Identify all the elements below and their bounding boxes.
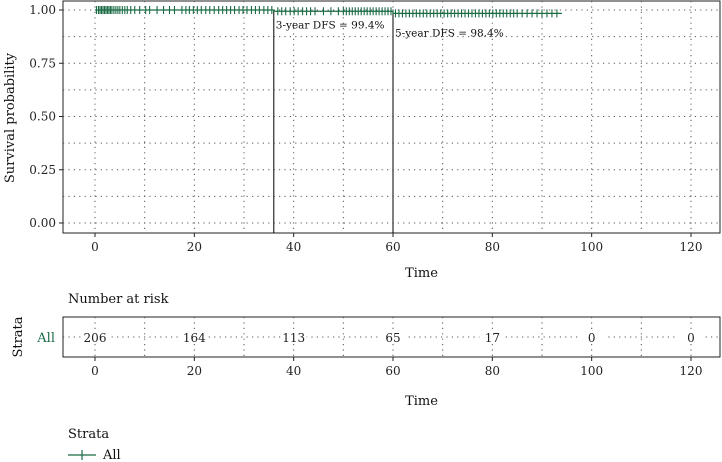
risk-count-bg bbox=[578, 330, 605, 344]
legend-title: Strata bbox=[68, 427, 109, 442]
km-x-tick-label: 80 bbox=[485, 240, 500, 254]
risk-count: 17 bbox=[485, 331, 500, 345]
risk-table-panel: Number at risk 206 164 113 65 17 0 0 0 20 40 60 80… bbox=[11, 292, 721, 409]
km-y-axis: 0.00 0.25 0.50 0.75 1.00 bbox=[29, 3, 63, 230]
risk-table-y-axis-label: Strata bbox=[11, 316, 26, 357]
reference-label: 5-year DFS = 98.4% bbox=[395, 27, 504, 39]
risk-x-tick-label: 20 bbox=[187, 364, 202, 378]
risk-count: 0 bbox=[588, 331, 596, 345]
risk-table-strata-label: All bbox=[36, 331, 55, 346]
legend-items: All bbox=[68, 448, 121, 462]
risk-count: 206 bbox=[84, 331, 107, 345]
risk-count: 65 bbox=[385, 331, 400, 345]
risk-count-bg bbox=[181, 330, 208, 344]
km-y-tick-label: 0.25 bbox=[29, 163, 56, 177]
reference-label: 3-year DFS = 99.4% bbox=[276, 19, 385, 31]
km-x-tick-label: 0 bbox=[91, 240, 99, 254]
risk-table-x-axis-label: Time bbox=[405, 394, 438, 409]
km-x-tick-label: 40 bbox=[286, 240, 301, 254]
legend-item-label: All bbox=[102, 448, 121, 462]
risk-table-x-axis: 0 20 40 60 80 100 120 bbox=[91, 357, 702, 378]
km-plot-frame bbox=[62, 0, 721, 234]
km-series bbox=[95, 6, 562, 18]
risk-x-tick-label: 120 bbox=[680, 364, 703, 378]
survival-curve bbox=[95, 9, 562, 15]
km-x-axis-label: Time bbox=[405, 266, 438, 281]
km-y-tick-label: 1.00 bbox=[29, 3, 56, 17]
risk-count-bg bbox=[82, 330, 108, 344]
risk-x-tick-label: 100 bbox=[580, 364, 603, 378]
km-reference-lines: 3-year DFS = 99.4% 5-year DFS = 98.4% bbox=[273, 11, 504, 233]
km-y-tick-label: 0.75 bbox=[29, 56, 56, 70]
km-y-axis-label: Survival probability bbox=[3, 52, 18, 183]
risk-x-tick-label: 0 bbox=[91, 364, 99, 378]
km-x-axis: 0 20 40 60 80 100 120 bbox=[91, 233, 702, 254]
km-x-tick-label: 60 bbox=[385, 240, 400, 254]
km-y-tick-label: 0.00 bbox=[29, 216, 56, 230]
risk-x-tick-label: 80 bbox=[485, 364, 500, 378]
risk-x-tick-label: 40 bbox=[286, 364, 301, 378]
km-y-tick-label: 0.50 bbox=[29, 110, 56, 124]
risk-x-tick-label: 60 bbox=[385, 364, 400, 378]
km-x-tick-label: 100 bbox=[580, 240, 603, 254]
risk-count-bg bbox=[280, 330, 307, 344]
km-x-tick-label: 120 bbox=[680, 240, 703, 254]
km-plot-panel: 3-year DFS = 99.4% 5-year DFS = 98.4% 0 20… bbox=[3, 0, 721, 281]
risk-count: 0 bbox=[687, 331, 695, 345]
km-grid bbox=[63, 1, 720, 233]
risk-count-bg bbox=[479, 330, 506, 344]
risk-count: 164 bbox=[183, 331, 206, 345]
risk-table-counts: 206 164 113 65 17 0 0 bbox=[82, 330, 704, 345]
risk-count-bg bbox=[380, 330, 406, 344]
risk-table-title: Number at risk bbox=[68, 292, 169, 307]
km-x-tick-label: 20 bbox=[187, 240, 202, 254]
risk-count: 113 bbox=[282, 331, 305, 345]
risk-count-bg bbox=[678, 330, 704, 344]
legend: Strata All bbox=[68, 427, 121, 462]
risk-table-grid bbox=[63, 317, 720, 357]
